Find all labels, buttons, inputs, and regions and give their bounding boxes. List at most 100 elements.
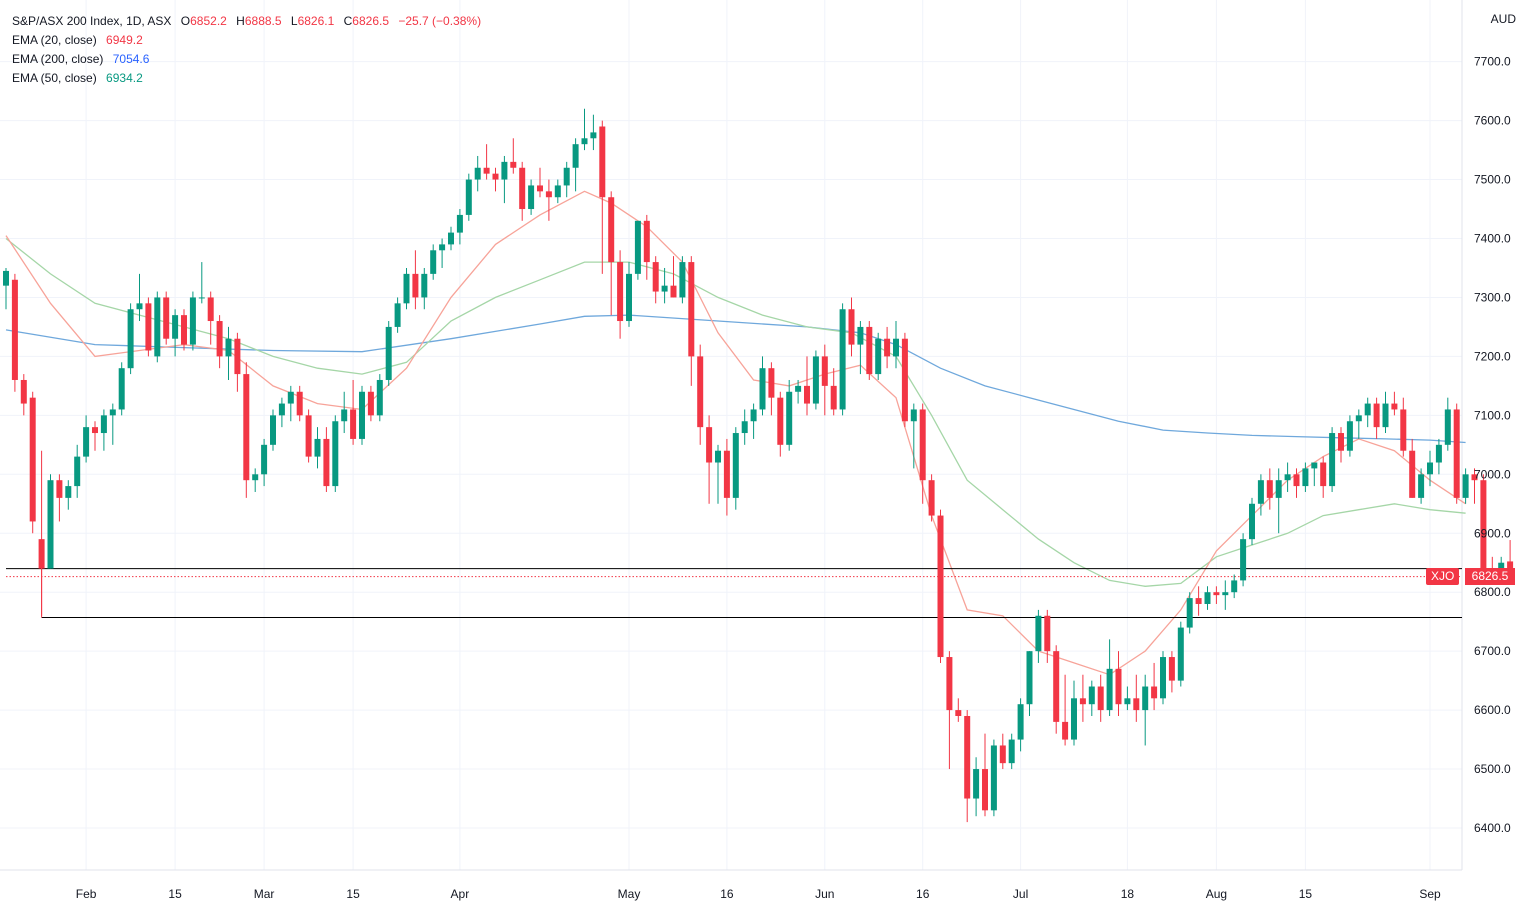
candle-body xyxy=(421,273,428,298)
candle-body xyxy=(1044,615,1051,652)
y-tick-label: 7200.0 xyxy=(1474,349,1511,363)
candle-body xyxy=(412,273,419,298)
candle-body xyxy=(270,415,276,445)
candle-body xyxy=(875,338,882,375)
candle-body xyxy=(189,297,196,345)
candle-body xyxy=(403,273,410,304)
candle-body xyxy=(207,297,214,322)
legend-close-label: C xyxy=(343,14,353,28)
candle-body xyxy=(990,745,997,811)
candle-body xyxy=(1231,580,1238,593)
candle-body xyxy=(1186,598,1193,628)
candle-body xyxy=(1133,698,1140,711)
candle-body xyxy=(501,161,508,180)
candle-body xyxy=(465,179,472,215)
candle-body xyxy=(243,374,250,481)
candle-body xyxy=(1382,403,1389,428)
candle-body xyxy=(1453,409,1460,498)
candle-body xyxy=(1026,651,1033,705)
candle-body xyxy=(234,338,241,375)
candle-body xyxy=(1115,668,1122,705)
candle-body xyxy=(439,244,446,251)
candle-body xyxy=(11,279,18,380)
candle-body xyxy=(350,409,357,439)
candle-body xyxy=(1400,409,1407,451)
candle-body xyxy=(483,167,490,174)
y-tick-label: 6800.0 xyxy=(1474,585,1511,599)
y-tick-label: 6400.0 xyxy=(1474,821,1511,835)
candle-body xyxy=(1142,686,1149,711)
currency-label: AUD xyxy=(1490,12,1516,26)
candle-body xyxy=(1053,651,1060,722)
candle-body xyxy=(1079,698,1086,705)
candle-body xyxy=(1329,433,1336,487)
candle-body xyxy=(29,397,36,522)
candle-body xyxy=(937,515,944,658)
candle-body xyxy=(1204,592,1211,604)
candle-body xyxy=(1266,480,1273,498)
legend-ema200-value: 7054.6 xyxy=(112,52,150,66)
candle-body xyxy=(474,167,481,180)
candle-body xyxy=(777,397,784,445)
candle-body xyxy=(1471,474,1478,481)
candle-body xyxy=(652,262,659,292)
candle-body xyxy=(1257,480,1264,504)
candle-body xyxy=(634,220,641,274)
legend-ema200-label: EMA (200, close) xyxy=(12,52,104,66)
x-tick-label: Jun xyxy=(815,887,834,901)
candle-body xyxy=(581,138,588,145)
candle-body xyxy=(901,338,908,422)
legend-low-label: L xyxy=(290,14,298,28)
candle-body xyxy=(261,444,268,475)
candle-body xyxy=(572,144,579,168)
candle-body xyxy=(848,309,855,345)
candle-body xyxy=(181,315,187,345)
candle-body xyxy=(20,379,27,404)
candle-body xyxy=(385,326,392,380)
candle-body xyxy=(65,486,72,498)
candle-body xyxy=(305,415,312,457)
candle-body xyxy=(670,285,677,298)
candle-body xyxy=(661,285,668,292)
candle-body xyxy=(643,220,650,263)
legend-ema20-row: EMA (20, close) 6949.2 xyxy=(12,31,481,50)
candle-body xyxy=(1106,668,1113,711)
legend-high: 6888.5 xyxy=(244,14,282,28)
candle-body xyxy=(359,391,365,439)
candle-body xyxy=(982,769,988,811)
candle-body xyxy=(1391,403,1398,410)
candle-body xyxy=(510,161,517,168)
candle-body xyxy=(1168,657,1175,681)
candle-body xyxy=(1124,698,1131,705)
candle-body xyxy=(688,262,695,357)
candle-body xyxy=(56,480,63,498)
candle-body xyxy=(1320,462,1327,487)
candle-body xyxy=(287,391,294,404)
candle-body xyxy=(1293,474,1300,487)
candle-body xyxy=(323,438,330,487)
candle-body xyxy=(563,167,570,186)
candle-body xyxy=(804,385,810,404)
candle-body xyxy=(1373,403,1380,428)
candle-body xyxy=(812,356,819,404)
candle-body xyxy=(430,250,437,274)
candle-body xyxy=(839,309,846,410)
candle-body xyxy=(1160,657,1166,699)
legend-ema20-label: EMA (20, close) xyxy=(12,33,97,47)
x-tick-label: 15 xyxy=(346,887,360,901)
candle-body xyxy=(1311,462,1318,469)
y-tick-label: 6700.0 xyxy=(1474,644,1511,658)
candle-body xyxy=(946,657,953,711)
y-tick-label: 7700.0 xyxy=(1474,55,1511,69)
candle-body xyxy=(1284,474,1291,481)
candle-body xyxy=(893,338,899,357)
candle-body xyxy=(1480,480,1487,569)
candle-body xyxy=(136,303,143,310)
ema50-line xyxy=(5,237,1466,587)
candle-body xyxy=(127,309,134,369)
candle-body xyxy=(314,438,321,457)
candle-body xyxy=(1249,503,1255,540)
candle-body xyxy=(999,745,1006,764)
